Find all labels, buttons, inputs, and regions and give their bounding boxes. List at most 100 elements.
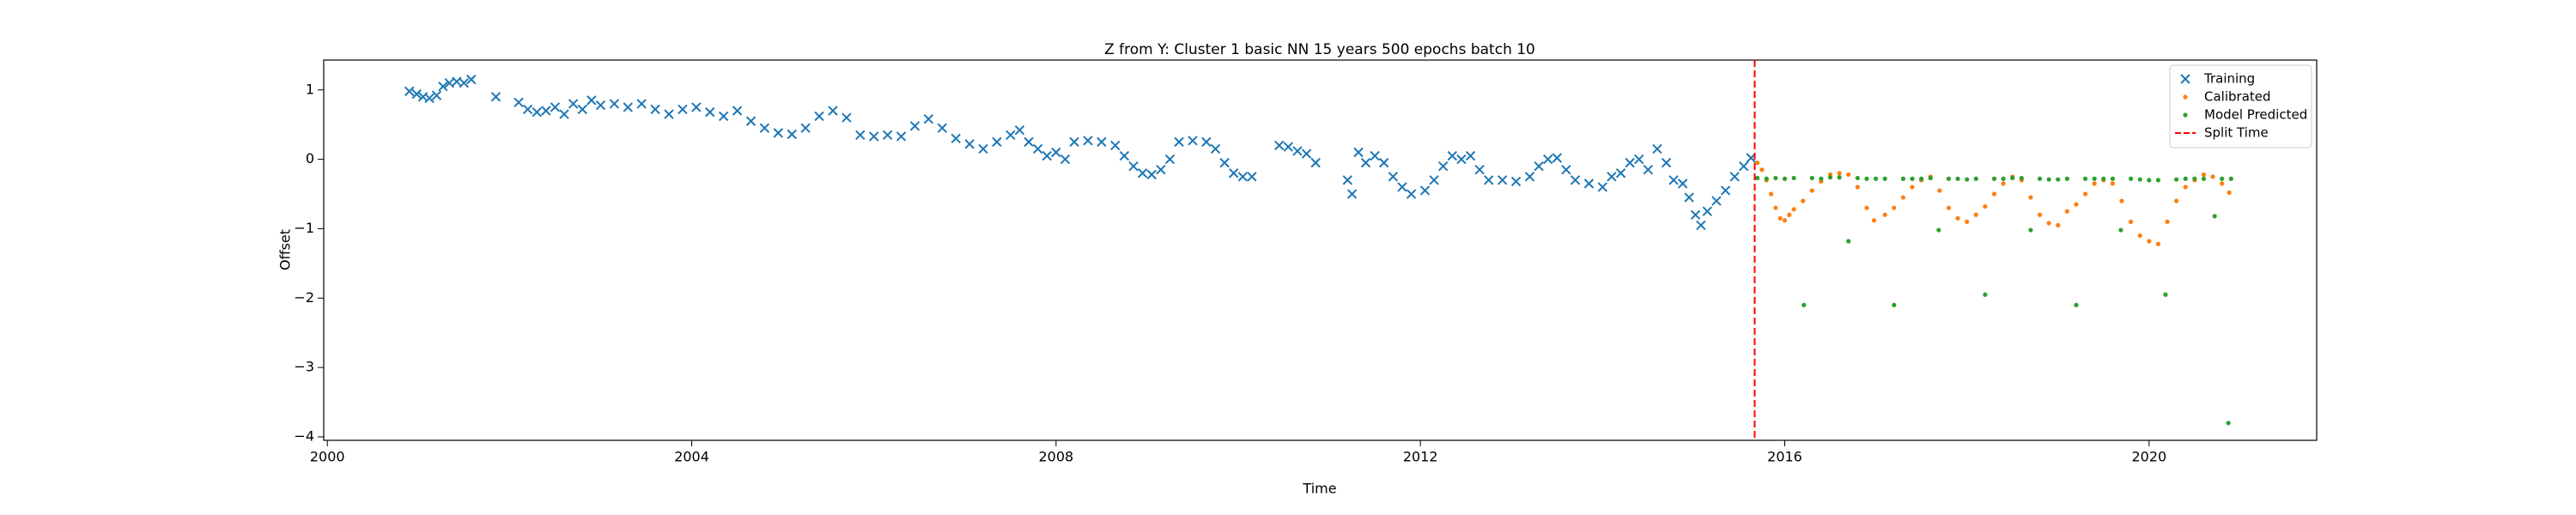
training-point — [431, 90, 442, 100]
dot-point — [2212, 214, 2217, 219]
training-point — [1465, 150, 1476, 161]
training-point — [1524, 172, 1535, 182]
dot-point — [2056, 177, 2061, 182]
dot-point — [2046, 177, 2051, 182]
training-point — [438, 82, 448, 92]
dot-point — [1768, 191, 1774, 197]
training-point — [1128, 161, 1139, 172]
legend-swatch — [2183, 94, 2188, 100]
training-point — [937, 123, 947, 133]
dot-point — [2082, 191, 2088, 197]
dot-point — [1991, 176, 1997, 181]
dot-point — [1965, 219, 1970, 224]
dot-point — [1892, 205, 1897, 210]
dot-point — [1983, 292, 1988, 297]
training-point — [841, 112, 852, 123]
dot-point — [2220, 176, 2225, 181]
dot-point — [2201, 176, 2207, 181]
training-point — [1201, 136, 1212, 148]
training-point — [444, 77, 455, 88]
training-point — [705, 106, 715, 118]
training-point — [1661, 157, 1672, 168]
x-tick-label: 2008 — [1039, 449, 1074, 465]
dot-point — [2119, 198, 2124, 203]
training-point — [677, 104, 688, 115]
x-tick-label: 2020 — [2131, 449, 2166, 465]
y-tick-label: −1 — [294, 220, 314, 236]
training-point — [1301, 148, 1312, 159]
training-point — [541, 106, 551, 116]
dot-point — [1946, 176, 1952, 181]
training-point — [1419, 185, 1431, 196]
legend-label: Training — [2203, 71, 2255, 87]
training-point — [1634, 154, 1644, 165]
training-point — [1583, 179, 1595, 189]
plot-area — [323, 59, 2318, 441]
dot-point — [2037, 212, 2043, 217]
dot-point — [1864, 205, 1869, 210]
training-point — [609, 99, 620, 109]
training-point — [855, 130, 866, 141]
dot-point — [1965, 177, 1970, 182]
training-point — [522, 104, 533, 115]
training-point — [1360, 157, 1371, 168]
dot-point — [1871, 218, 1877, 223]
training-point — [978, 143, 988, 154]
dot-point — [2064, 176, 2069, 181]
dot-point — [2074, 202, 2079, 207]
training-point — [1570, 175, 1581, 185]
dot-point — [1837, 171, 1842, 176]
dot-point — [1846, 239, 1851, 244]
dot-point — [1782, 176, 1788, 181]
training-point — [568, 99, 579, 109]
dot-point — [2183, 185, 2188, 190]
legend-box — [2169, 64, 2312, 148]
training-point — [773, 128, 784, 138]
training-point — [577, 104, 587, 115]
x-axis-label: Time — [1302, 481, 1336, 497]
y-tick-label: −3 — [294, 359, 314, 375]
training-point — [1652, 143, 1662, 154]
training-point — [1310, 157, 1321, 168]
dot-point — [1864, 176, 1869, 181]
training-point — [1690, 209, 1701, 220]
training-point — [1474, 165, 1485, 175]
training-point — [595, 100, 606, 111]
training-point — [1097, 136, 1107, 148]
training-point — [1146, 169, 1157, 180]
dot-point — [1946, 205, 1952, 210]
training-point — [869, 131, 879, 142]
training-point — [828, 106, 838, 116]
training-point — [1677, 179, 1688, 189]
dot-point — [2056, 222, 2061, 227]
training-point — [1051, 147, 1061, 158]
training-point — [745, 116, 756, 126]
dot-point — [2074, 302, 2079, 307]
dot-point — [1819, 176, 1824, 181]
training-point — [1005, 130, 1016, 141]
training-point — [964, 139, 975, 149]
dot-point — [2137, 233, 2142, 239]
dot-point — [1809, 188, 1814, 193]
dot-point — [2064, 209, 2069, 214]
training-point — [1174, 136, 1184, 148]
legend-swatch — [2180, 74, 2190, 84]
dot-point — [1991, 191, 1997, 197]
training-point — [1346, 189, 1358, 199]
y-tick-label: −2 — [294, 289, 314, 306]
training-point — [1060, 154, 1071, 165]
training-point — [1484, 175, 1494, 185]
legend-label: Model Predicted — [2204, 107, 2307, 123]
y-axis-label: Offset — [277, 229, 294, 270]
training-point — [787, 129, 797, 140]
training-point — [1668, 175, 1679, 185]
training-point — [1283, 142, 1294, 152]
dot-point — [1936, 227, 1941, 233]
dot-point — [1873, 176, 1879, 181]
dot-point — [1801, 302, 1807, 307]
training-point — [1510, 176, 1522, 187]
training-point — [1069, 136, 1079, 148]
training-point — [404, 86, 415, 97]
dot-point — [2046, 221, 2051, 226]
